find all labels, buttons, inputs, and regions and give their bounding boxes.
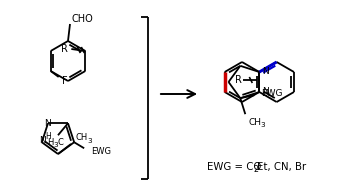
Text: CH: CH (76, 132, 88, 142)
Text: R: R (235, 75, 242, 85)
Text: N: N (39, 136, 46, 145)
Text: Et, CN, Br: Et, CN, Br (257, 162, 306, 172)
Text: N: N (262, 67, 269, 77)
Text: F: F (62, 76, 67, 86)
Text: CHO: CHO (71, 14, 93, 24)
Text: 2: 2 (253, 165, 258, 174)
Text: N: N (262, 88, 269, 97)
Text: EWG: EWG (261, 89, 283, 98)
Text: EWG: EWG (91, 147, 111, 156)
Text: CH: CH (248, 118, 261, 127)
Text: C: C (57, 138, 63, 147)
Text: H: H (48, 138, 54, 147)
Text: EWG = CO: EWG = CO (207, 162, 261, 172)
Text: N: N (44, 119, 50, 128)
Text: 3: 3 (260, 122, 265, 128)
Text: 3: 3 (53, 142, 58, 148)
Text: R: R (61, 44, 68, 54)
Text: 3: 3 (87, 138, 92, 144)
Text: H: H (45, 132, 51, 141)
